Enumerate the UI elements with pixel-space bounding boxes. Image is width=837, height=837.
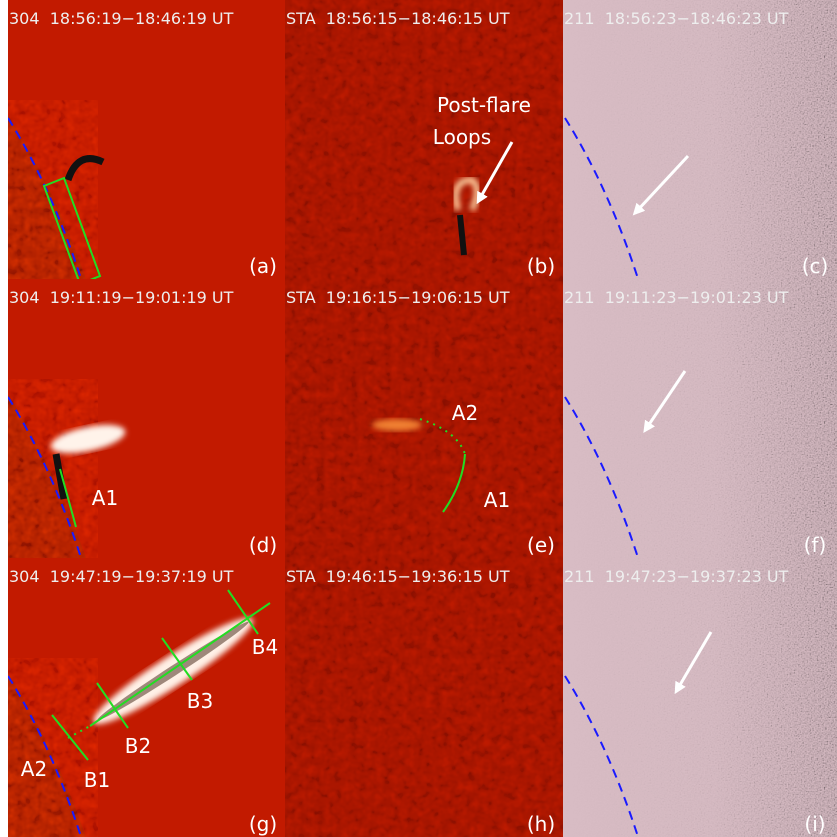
figure: 304 18:56:19−18:46:19 UT (a) STA 18:56:15−… <box>0 0 837 837</box>
panel-image <box>8 0 285 285</box>
panel-header: 211 18:56:23−18:46:23 UT <box>564 9 789 28</box>
panel-label: (c) <box>802 254 829 278</box>
panel-header: 304 19:11:19−19:01:19 UT <box>9 288 234 307</box>
panel-label: (e) <box>527 533 555 557</box>
panel: 304 18:56:19−18:46:19 UT (a) <box>8 0 285 285</box>
panel-header: 211 19:11:23−19:01:23 UT <box>564 288 789 307</box>
panel-image <box>285 279 563 558</box>
disk-texture <box>8 100 98 285</box>
panel-header: 304 19:47:19−19:37:19 UT <box>9 567 234 586</box>
panel-image <box>563 0 837 285</box>
texture <box>285 279 563 558</box>
annotation: A2 <box>452 401 478 425</box>
panel-image <box>285 558 563 837</box>
panel-image <box>285 0 563 279</box>
panel: 211 18:56:23−18:46:23 UT (c) <box>563 0 837 285</box>
panel: 304 19:47:19−19:37:19 UT (g) A2 B1 B2 B3 B4 <box>8 558 285 837</box>
panel-header: 304 18:56:19−18:46:19 UT <box>9 9 234 28</box>
annotation: A2 <box>21 757 47 781</box>
panel-image <box>563 558 837 837</box>
panel-label: (a) <box>249 254 277 278</box>
disk-texture <box>8 658 98 837</box>
panel: 304 19:11:19−19:01:19 UT (d) A1 <box>8 279 285 564</box>
panel-label: (i) <box>804 812 825 836</box>
annotation: A1 <box>484 488 510 512</box>
filament <box>372 419 422 431</box>
panel-label: (h) <box>527 812 555 836</box>
texture <box>285 0 563 279</box>
panel-label: (g) <box>249 812 277 836</box>
dark-feature <box>460 215 464 255</box>
annotation: B3 <box>187 689 213 713</box>
panels: 304 18:56:19−18:46:19 UT (a) STA 18:56:15−… <box>8 0 837 837</box>
panel: STA 19:16:15−19:06:15 UT (e) A2 A1 <box>285 279 563 558</box>
noise <box>563 279 837 558</box>
disk-texture <box>8 379 98 564</box>
panel-header: 211 19:47:23−19:37:23 UT <box>564 567 789 586</box>
noise <box>563 0 837 279</box>
annotation: B4 <box>252 635 278 659</box>
panel-image <box>8 279 285 564</box>
panel-label: (b) <box>527 254 555 278</box>
texture <box>285 558 563 837</box>
panel-label: (f) <box>804 533 827 557</box>
panel: 211 19:11:23−19:01:23 UT (f) <box>563 279 837 564</box>
panel-image <box>563 279 837 564</box>
panel-header: STA 19:46:15−19:36:15 UT <box>286 567 510 586</box>
panel-label: (d) <box>249 533 277 557</box>
annotation: Post-flare <box>437 93 531 117</box>
panel-header: STA 19:16:15−19:06:15 UT <box>286 288 510 307</box>
panel-header: STA 18:56:15−18:46:15 UT <box>286 9 510 28</box>
annotation: B2 <box>125 734 151 758</box>
panel-image <box>8 558 285 837</box>
annotation: A1 <box>92 486 118 510</box>
noise <box>563 558 837 837</box>
panel: 211 19:47:23−19:37:23 UT (i) <box>563 558 837 837</box>
annotation: B1 <box>84 768 110 792</box>
annotation: Loops <box>433 125 491 149</box>
panel: STA 18:56:15−18:46:15 UT (b) Post-flare Loo… <box>285 0 563 279</box>
panel: STA 19:46:15−19:36:15 UT (h) <box>285 558 563 837</box>
